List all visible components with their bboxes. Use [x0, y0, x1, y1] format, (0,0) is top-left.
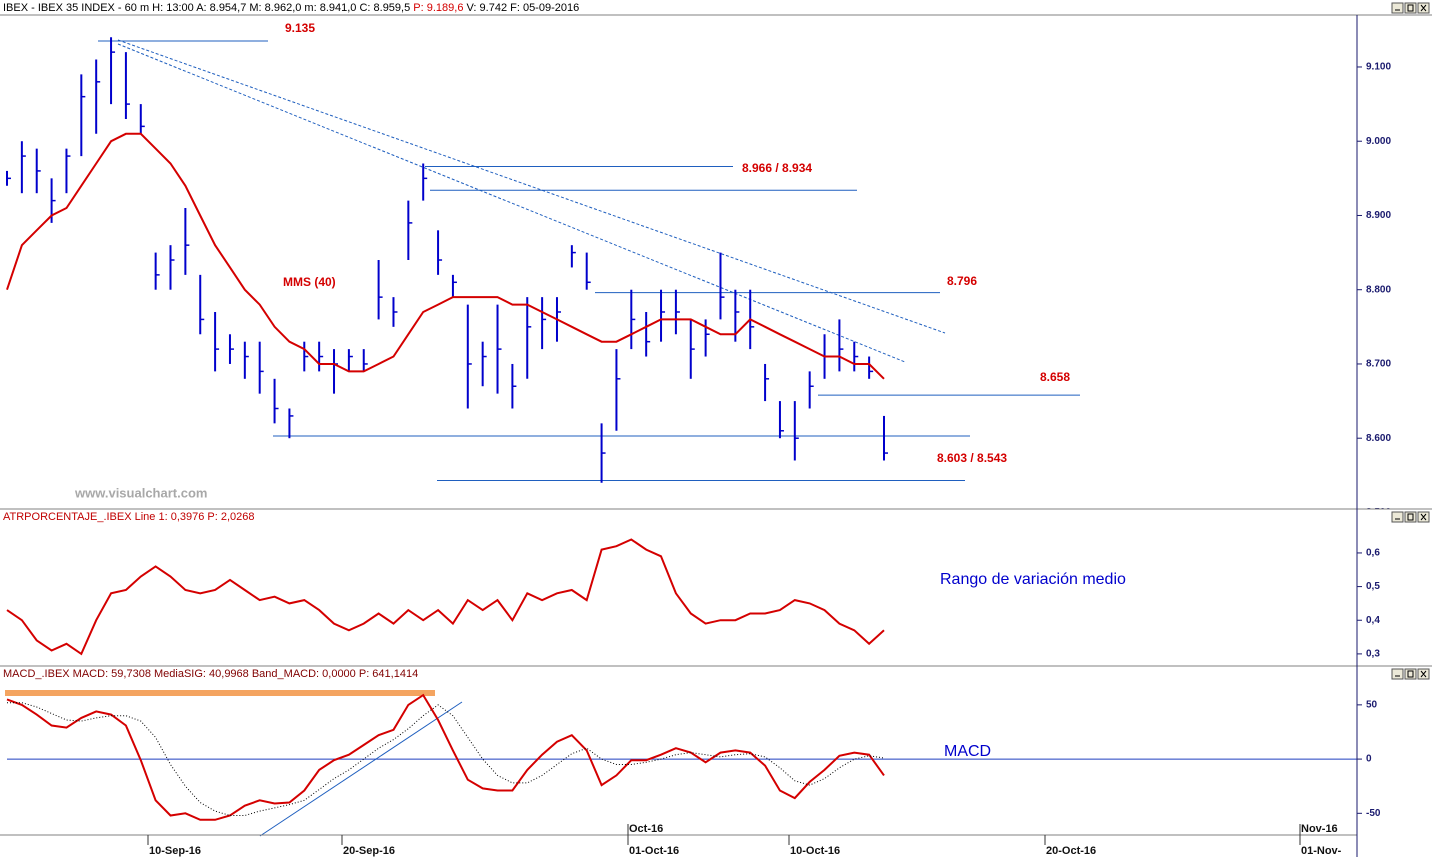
y-tick-label: 8.600	[1366, 433, 1391, 444]
y-tick-label: 50	[1366, 699, 1378, 710]
watermark: www.visualchart.com	[74, 485, 207, 500]
x-tick-label: 10-Oct-16	[790, 845, 840, 857]
title-part: V: 9.742 F: 05-09-2016	[463, 2, 579, 14]
maximize-button[interactable]	[1404, 668, 1417, 680]
series-line	[6, 538, 885, 656]
x-tick-label: 20-Sep-16	[343, 845, 395, 857]
header-strip	[0, 666, 1432, 681]
trend-line	[117, 39, 946, 334]
x-tick-label: Nov-16	[1301, 823, 1338, 835]
button-icons	[1395, 513, 1427, 521]
button-icons	[1395, 4, 1427, 12]
header-strip	[0, 0, 1432, 15]
panel-title: MACD_.IBEX MACD: 59,7308 MediaSIG: 40,99…	[3, 668, 418, 680]
y-tick-label: 9.000	[1366, 136, 1391, 147]
moving-average	[6, 132, 885, 380]
annotation: Rango de variación medio	[940, 571, 1126, 588]
level-label: 9.135	[285, 21, 315, 35]
maximize-button[interactable]	[1404, 2, 1417, 14]
level-label: 8.796	[947, 274, 977, 288]
maximize-button[interactable]	[1404, 511, 1417, 523]
y-tick-label: 0,3	[1366, 649, 1380, 660]
plot-area: 8.5008.6008.7008.8008.9009.0009.1009.135…	[5, 21, 1391, 837]
y-tick-label: 9.100	[1366, 62, 1391, 73]
series-line	[7, 702, 885, 816]
y-tick-label: 8.800	[1366, 284, 1391, 295]
button-icons	[1395, 670, 1427, 678]
y-tick-label: 8.700	[1366, 359, 1391, 370]
x-tick-label: 01-Oct-16	[629, 845, 679, 857]
x-tick-label: 01-Nov-	[1301, 845, 1342, 857]
minimize-button[interactable]	[1391, 2, 1404, 14]
trend-line	[259, 701, 463, 837]
y-tick-label: 0	[1366, 754, 1372, 765]
trend-line	[117, 43, 906, 363]
y-tick-label: 8.900	[1366, 210, 1391, 221]
window-buttons	[1391, 511, 1430, 523]
highlight-bar	[5, 690, 435, 696]
minimize-button[interactable]	[1391, 511, 1404, 523]
minimize-button[interactable]	[1391, 668, 1404, 680]
moving-average-label: MMS (40)	[283, 275, 336, 289]
x-tick-label: Oct-16	[629, 823, 663, 835]
x-tick-label: 20-Oct-16	[1046, 845, 1096, 857]
y-tick-label: 0,5	[1366, 581, 1380, 592]
level-label: 8.603 / 8.543	[937, 451, 1007, 465]
level-label: 8.658	[1040, 370, 1070, 384]
panel-title: IBEX - IBEX 35 INDEX - 60 m H: 13:00 A: …	[3, 2, 579, 14]
title-part: IBEX - IBEX 35 INDEX - 60 m H: 13:00 A: …	[3, 2, 413, 14]
panel-title: ATRPORCENTAJE_.IBEX Line 1: 0,3976 P: 2,…	[3, 511, 255, 523]
window-buttons	[1391, 668, 1430, 680]
header-strip	[0, 509, 1432, 524]
window-buttons	[1391, 2, 1430, 14]
y-tick-label: 0,4	[1366, 615, 1380, 626]
x-tick-label: 10-Sep-16	[149, 845, 201, 857]
annotation: MACD	[944, 743, 991, 760]
level-label: 8.966 / 8.934	[742, 161, 812, 175]
series-line	[6, 693, 885, 821]
y-tick-label: -50	[1366, 808, 1381, 819]
title-part: P: 9.189,6	[413, 2, 463, 14]
y-tick-label: 0,6	[1366, 548, 1380, 559]
